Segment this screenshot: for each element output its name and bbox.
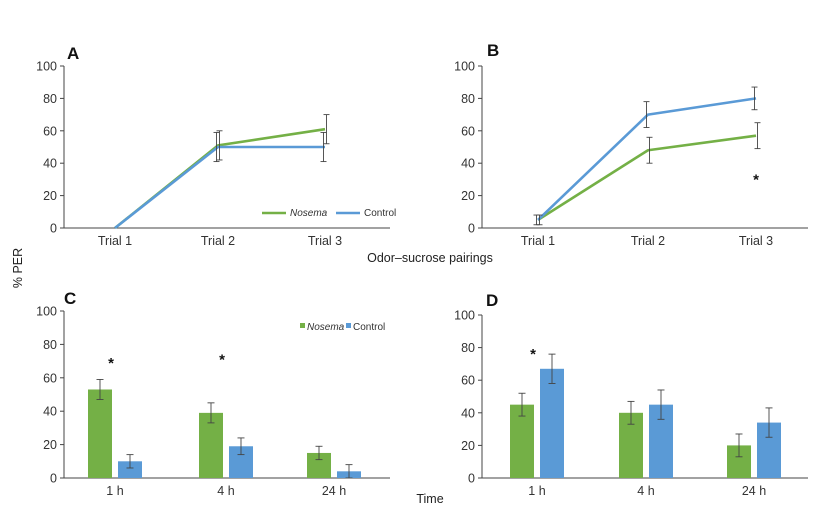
panel-a: A 0 20 40 60 80 100 Trial 1 Trial 2 Trial 3 Nosema… [36,44,396,248]
panel-letter: B [487,41,499,60]
y-tick-label: 20 [43,189,57,203]
y-tick-label: 40 [43,157,57,171]
y-tick-label: 20 [461,189,475,203]
series-line-control [114,145,325,230]
bar-nosema [88,389,112,478]
bar-control [118,461,142,478]
x-tick-label: 24 h [322,484,346,498]
panel-b: B 0 20 40 60 80 100 Trial 1 Trial 2 Trial 3 * [454,41,808,248]
y-tick-label: 100 [36,305,57,319]
bar-nosema [199,412,223,478]
y-tick-label: 20 [461,439,475,453]
x-tick-label: Trial 2 [201,234,235,248]
bar-control [540,368,564,478]
y-tick-label: 0 [468,472,475,486]
y-tick-label: 20 [43,438,57,452]
y-tick-label: 60 [461,124,475,138]
legend: Nosema Control [262,208,396,219]
significance-asterisk: * [753,171,759,188]
panel-letter: C [64,289,76,308]
y-tick-label: 80 [461,341,475,355]
y-tick-label: 60 [461,374,475,388]
y-tick-label: 100 [36,60,57,74]
x-tick-label: Trial 1 [98,234,132,248]
y-tick-label: 0 [50,472,57,486]
panels: A 0 20 40 60 80 100 Trial 1 Trial 2 Trial 3 Nosema… [36,41,808,498]
legend-swatch [346,323,351,328]
significance-asterisk: * [219,351,225,368]
legend-label: Nosema [307,322,345,333]
x-tick-label: Trial 3 [308,234,342,248]
x-tick-label: 4 h [637,484,654,498]
x-tick-label: Trial 2 [631,234,665,248]
y-tick-label: 100 [454,309,475,323]
bar-nosema [510,404,534,478]
x-tick-label: Trial 3 [739,234,773,248]
y-tick-label: 60 [43,371,57,385]
y-tick-label: 40 [461,406,475,420]
panel-letter: A [67,44,79,63]
legend-label: Control [353,322,385,333]
panel-d: D 0 20 40 60 80 100 1 h 4 h 24 h * [454,291,808,498]
panel-letter: D [486,291,498,310]
legend-label: Control [364,208,396,219]
y-tick-label: 60 [43,124,57,138]
y-tick-label: 40 [461,157,475,171]
x-tick-label: Trial 1 [521,234,555,248]
y-tick-label: 80 [43,92,57,106]
x-tick-label: 1 h [528,484,545,498]
legend: Nosema Control [300,322,385,333]
bottom-x-axis-title: Time [416,492,443,506]
top-x-axis-title: Odor–sucrose pairings [367,251,493,265]
y-tick-label: 40 [43,405,57,419]
panel-c: C 0 20 40 60 80 100 1 h 4 h 24 h * * Nosema Control [36,289,390,498]
x-tick-label: 4 h [217,484,234,498]
significance-asterisk: * [530,346,536,363]
y-tick-label: 80 [461,92,475,106]
y-tick-label: 100 [454,60,475,74]
y-tick-label: 0 [468,222,475,236]
shared-y-axis-title: % PER [11,248,25,288]
x-tick-label: 1 h [106,484,123,498]
y-tick-label: 0 [50,222,57,236]
series-line-control [537,97,757,221]
x-tick-label: 24 h [742,484,766,498]
legend-label: Nosema [290,208,328,219]
significance-asterisk: * [108,355,114,372]
series-line-nosema [537,134,757,221]
legend-swatch [300,323,305,328]
y-tick-label: 80 [43,338,57,352]
